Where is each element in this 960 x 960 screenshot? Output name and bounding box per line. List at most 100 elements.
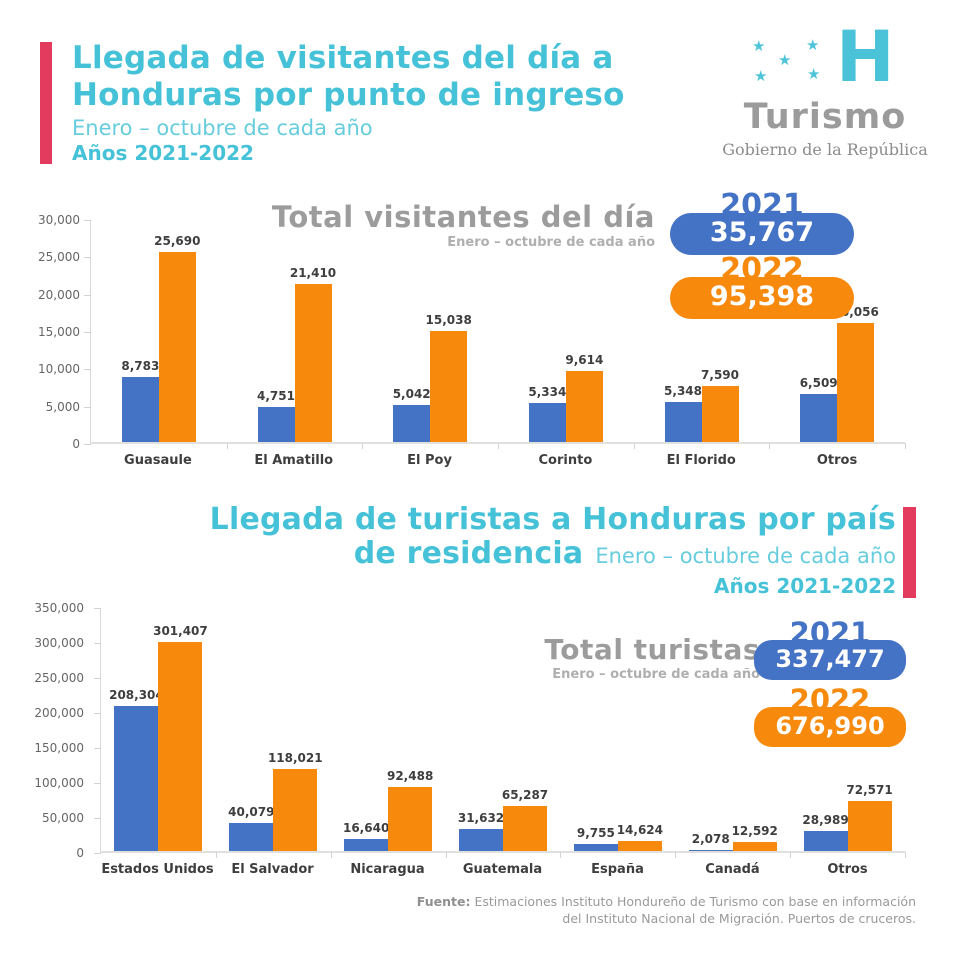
category-label-el-poy: El Poy: [407, 453, 452, 468]
bar-group-Corinto: 5,334 9,614: [498, 220, 634, 442]
bar-value-label: 301,407: [153, 623, 208, 638]
x-tick-mark: [498, 443, 499, 449]
section2-title: Llegada de turistas a Honduras por país …: [56, 503, 896, 599]
bar-value-label: 2,078: [691, 831, 730, 846]
bar-value-label: 15,038: [425, 312, 472, 327]
y-tick-mark: [84, 332, 91, 333]
chart2-subtitle: Enero – octubre de cada año: [552, 667, 760, 682]
y-tick-label: 5,000: [45, 399, 80, 414]
bar-value-label: 7,590: [701, 367, 739, 382]
y-tick-mark: [94, 713, 101, 714]
y-tick-label: 25,000: [38, 250, 80, 265]
bar-value-label: 208,304: [109, 688, 164, 703]
page-title-line1: Llegada de visitantes del día a: [72, 40, 614, 76]
source-note: Fuente: Estimaciones Instituto Hondureño …: [356, 894, 916, 927]
category-label-españa: España: [591, 862, 644, 877]
bar-2021-españa: 9,755: [573, 826, 618, 851]
total-2022-badge-chart1: 2022 95,398: [670, 252, 854, 319]
page-title-line2: Honduras por punto de ingreso: [72, 77, 625, 113]
x-tick-mark: [675, 852, 677, 858]
bar-2021-guasaule: 8,783: [121, 359, 159, 442]
bar-value-label: 5,334: [528, 384, 567, 399]
category-label-el-amatillo: El Amatillo: [254, 453, 334, 468]
y-tick-label: 10,000: [38, 362, 80, 377]
logo-h-letter: H: [836, 16, 895, 98]
total-2021-badge-chart2: 2021 337,477: [754, 616, 906, 680]
bar-value-label: 16,640: [342, 821, 390, 836]
red-accent-bar-right: [903, 507, 916, 598]
page-title: Llegada de visitantes del día a Honduras…: [72, 40, 762, 114]
source-line2: del Instituto Nacional de Migración. Pue…: [562, 910, 916, 926]
bar-2021-estados-unidos: 208,304: [109, 688, 164, 851]
red-accent-bar-left: [40, 42, 52, 164]
total-2021-badge-chart1: 2021 35,767: [670, 188, 854, 255]
y-tick-label: 200,000: [34, 706, 84, 720]
bar-2022-el-amatillo: 21,410: [290, 266, 336, 442]
bar-2022-estados-unidos: 301,407: [153, 624, 208, 851]
bar-2021-nicaragua: 16,640: [343, 821, 389, 851]
bar-2022-el-salvador: 118,021: [268, 751, 323, 851]
chart1-y-axis: 30,000 25,000 20,000 15,000 10,000 5,000 0: [18, 213, 80, 451]
chart1-plot-area: 8,783 25,690 4,751 21,410 5,042 15,038 5,334 9,…: [84, 220, 906, 449]
bar-group-Guatemala: 31,632 65,287: [446, 608, 561, 851]
bar-value-label: 65,287: [501, 787, 549, 802]
x-tick-mark: [445, 852, 447, 858]
bar-2022-nicaragua: 92,488: [387, 769, 433, 851]
bar-value-label: 6,509: [799, 375, 838, 390]
category-label-el-florido: El Florido: [666, 453, 736, 468]
star-icon: ★: [778, 51, 792, 69]
bar-value-label: 92,488: [386, 768, 434, 783]
category-label-otros: Otros: [816, 453, 858, 468]
y-tick-label: 15,000: [38, 325, 80, 339]
y-tick-label: 0: [72, 437, 80, 451]
category-label-nicaragua: Nicaragua: [350, 862, 425, 877]
bar-2022-españa: 14,624: [617, 823, 663, 851]
star-icon: ★: [754, 67, 768, 85]
x-tick-mark: [215, 852, 217, 858]
y-tick-mark: [94, 783, 101, 784]
y-tick-mark: [94, 678, 101, 679]
x-tick-mark: [905, 852, 906, 858]
chart2-category-axis: Estados Unidos El Salvador Nicaragua Guatem…: [100, 862, 905, 877]
bar-value-label: 12,592: [731, 824, 778, 839]
bar-2021-otros: 6,509: [800, 376, 838, 442]
bar-2021-el-salvador: 40,079: [228, 805, 274, 851]
x-tick-mark: [905, 443, 906, 449]
y-tick-mark: [94, 818, 101, 819]
bar-group-España: 9,755 14,624: [560, 608, 675, 851]
chart1-category-axis: Guasaule El Amatillo El Poy Corinto El Flori…: [90, 453, 905, 468]
y-tick-label: 20,000: [38, 287, 80, 302]
badge-total-value: 35,767: [670, 213, 854, 255]
section2-title-line2: de residencia: [353, 536, 584, 571]
bar-2022-guatemala: 65,287: [502, 788, 548, 851]
page-subtitle: Enero – octubre de cada año: [72, 116, 373, 140]
x-tick-mark: [790, 852, 792, 858]
y-tick-mark: [84, 406, 91, 408]
bar-2021-el-amatillo: 4,751: [257, 389, 295, 442]
y-tick-label: 0: [76, 846, 84, 860]
star-icon: ★: [806, 36, 820, 54]
bar-2021-otros: 28,989: [802, 813, 849, 851]
y-tick-label: 150,000: [34, 741, 84, 755]
source-line1: Estimaciones Instituto Hondureño de Turi…: [474, 894, 916, 909]
bar-2022-canadá: 12,592: [732, 824, 778, 851]
bar-value-label: 118,021: [267, 751, 323, 766]
category-label-guatemala: Guatemala: [462, 862, 543, 877]
category-label-el-salvador: El Salvador: [231, 862, 314, 877]
bar-group-Estados Unidos: 208,304 301,407: [101, 608, 216, 851]
bar-value-label: 4,751: [257, 388, 295, 403]
bar-value-label: 40,079: [228, 805, 275, 820]
bar-value-label: 72,571: [846, 782, 893, 797]
total-2022-badge-chart2: 2022 676,990: [754, 683, 906, 747]
chart2-y-axis: 350,000 300,000 250,000 200,000 150,000 100,0…: [14, 601, 84, 860]
bar-group-Guasaule: 8,783 25,690: [91, 220, 227, 442]
bar-value-label: 5,348: [664, 384, 702, 399]
badge-total-value: 337,477: [754, 640, 906, 680]
page-years: Años 2021-2022: [72, 141, 254, 165]
x-tick-mark: [633, 443, 635, 449]
bar-value-label: 5,042: [392, 386, 431, 401]
bar-value-label: 21,410: [289, 265, 337, 280]
bar-2022-el-florido: 7,590: [701, 368, 739, 442]
x-tick-mark: [226, 443, 228, 449]
bar-value-label: 31,632: [457, 811, 505, 826]
